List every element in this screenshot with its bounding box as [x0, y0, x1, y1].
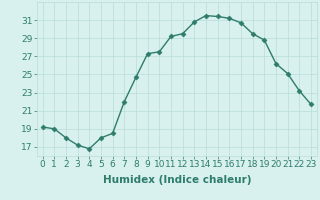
X-axis label: Humidex (Indice chaleur): Humidex (Indice chaleur)	[102, 175, 251, 185]
